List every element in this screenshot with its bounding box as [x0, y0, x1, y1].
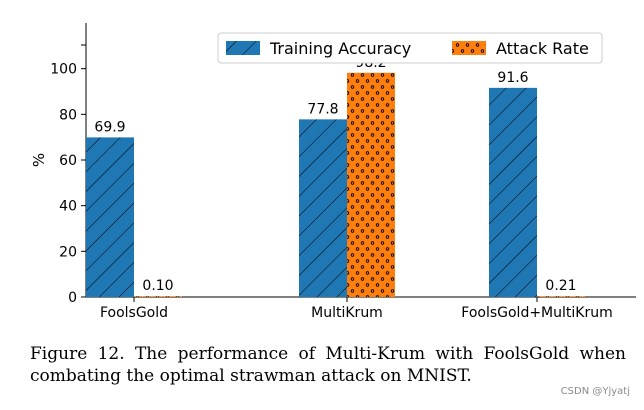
bar-value-label: 69.9 [94, 119, 125, 135]
x-tick-label: FoolsGold [100, 305, 168, 321]
bar-value-label: 0.21 [545, 278, 576, 294]
chart-area: 0 20 40 60 80 100% FoolsGold MultiKrum FoolsGold… [30, 23, 636, 321]
y-axis-label: % [30, 153, 48, 167]
y-tick-label: 80 [59, 107, 77, 123]
bar [134, 296, 182, 297]
bar [537, 296, 585, 297]
bar-value-label: 77.8 [307, 101, 338, 117]
y-tick-label: 60 [59, 153, 77, 169]
legend-swatch [452, 41, 486, 55]
legend-box [217, 32, 603, 64]
legend-label: Attack Rate [496, 39, 589, 58]
y-tick-label: 100 [50, 62, 77, 78]
bar [299, 119, 347, 298]
y-tick-label: 0 [68, 290, 77, 306]
legend-swatch [226, 41, 260, 55]
bar-value-label: 0.10 [142, 278, 173, 294]
bar [347, 72, 395, 297]
bar [86, 137, 134, 297]
y-tick-label: 40 [59, 199, 77, 215]
legend: Training Accuracy Attack Rate [217, 32, 603, 64]
watermark: CSDN @Yjyatj [560, 386, 630, 397]
x-tick-label: FoolsGold+MultiKrum [461, 305, 612, 321]
x-tick-label: MultiKrum [311, 305, 383, 321]
bar-chart: 0 20 40 60 80 100% FoolsGold MultiKrum FoolsGold… [30, 23, 636, 321]
legend-label: Training Accuracy [269, 39, 411, 58]
bar-value-label: 91.6 [497, 70, 528, 86]
figure-caption: Figure 12. The performance of Multi-Krum… [30, 344, 626, 386]
y-tick-label: 20 [59, 244, 77, 260]
bar [489, 87, 537, 297]
